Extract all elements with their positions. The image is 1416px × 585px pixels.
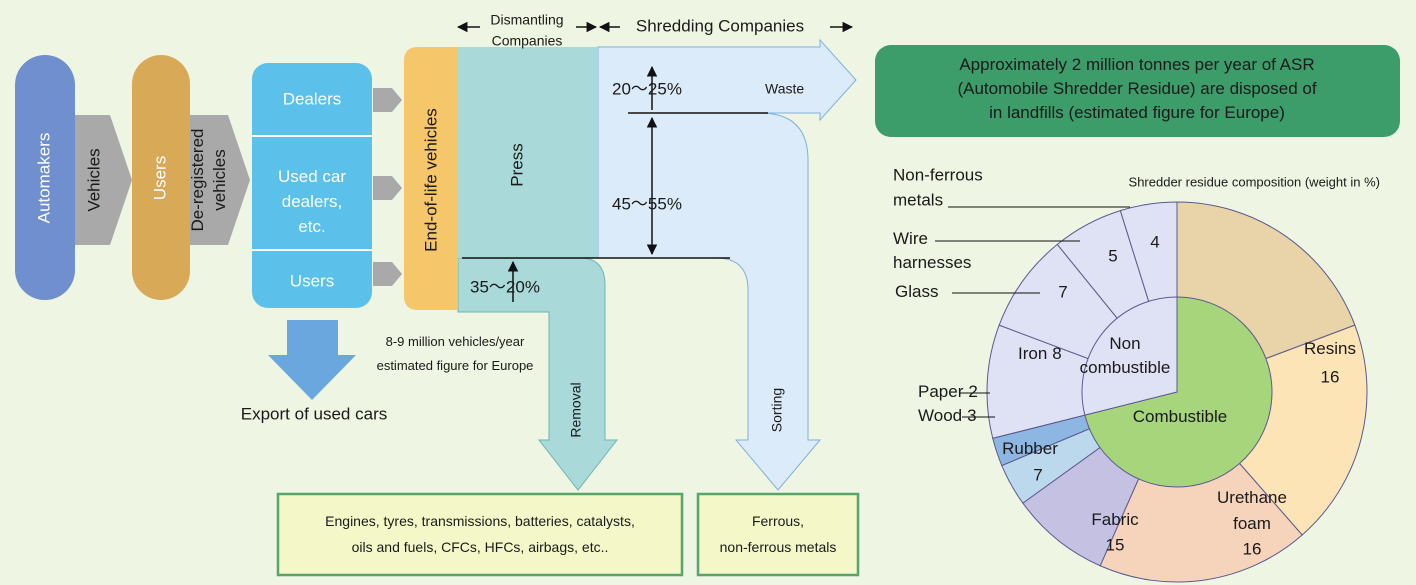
slice-name: Wood	[918, 406, 962, 425]
share-label: 45～55%	[612, 194, 682, 213]
shredding-flow	[597, 38, 857, 491]
node-label: Users	[150, 156, 169, 200]
output-label: Ferrous, non-ferrous metals	[720, 513, 837, 555]
end-of-life-box	[404, 47, 458, 310]
flow-arrow	[373, 262, 402, 286]
slice-name: Non-ferrous metals	[893, 166, 983, 210]
slice-name-line: Wire	[893, 229, 928, 248]
node-label: Automakers	[34, 133, 53, 224]
output-label-line: oils and fuels, CFCs, HFCs, airbags, etc…	[352, 539, 609, 555]
asr-note-box	[875, 45, 1400, 137]
flow-arrow	[373, 88, 402, 112]
slice-label: Wood 3	[918, 406, 977, 425]
slice-value: 5	[1108, 246, 1117, 265]
group-label-line: Non	[1109, 334, 1140, 353]
slice-value: 16	[1321, 367, 1340, 386]
asr-note: Approximately 2 million tonnes per year …	[957, 55, 1316, 122]
slice-name: Urethane foam	[1217, 488, 1287, 533]
group-label: Combustible	[1133, 407, 1228, 426]
slice-name-line: metals	[893, 191, 943, 210]
pie-group	[1084, 296, 1273, 488]
slice-name: Rubber	[1002, 439, 1058, 458]
node-label: Removal	[568, 382, 584, 437]
output-label-line: non-ferrous metals	[720, 539, 837, 555]
output-label: Engines, tyres, transmissions, batteries…	[325, 513, 635, 555]
pie-slice	[986, 324, 1179, 439]
slice-name: Fabric	[1091, 510, 1139, 529]
flow-arrow	[75, 115, 132, 245]
flow-arrow	[190, 115, 250, 245]
pie-slice	[1099, 391, 1303, 583]
slice-name: Paper	[918, 382, 964, 401]
sources-box	[252, 63, 372, 308]
node-label-line: De-registered	[188, 129, 207, 232]
slice-value: 16	[1243, 539, 1262, 558]
slice-label: Paper 2	[918, 382, 978, 401]
slice-value: 2	[968, 382, 977, 401]
slice-name: Wire harnesses	[893, 229, 971, 272]
node-label-line: vehicles	[210, 149, 229, 210]
group-label: Non combustible	[1080, 334, 1171, 377]
node-label-line: etc.	[298, 217, 325, 236]
slice-name-line: Resins	[1304, 339, 1356, 358]
removal-output-box	[276, 492, 684, 577]
slice-value: 4	[1150, 232, 1159, 251]
node-label-line: dealers,	[282, 192, 342, 211]
slice-name-line: foam	[1233, 514, 1271, 533]
pie-chart: Shredder residue composition (weight in …	[893, 166, 1380, 583]
output-label-line: Ferrous,	[752, 513, 804, 529]
node-label: De-registered vehicles	[188, 129, 229, 232]
group-label-line: Combustible	[1133, 407, 1228, 426]
chart-title: Shredder residue composition (weight in …	[1129, 174, 1380, 189]
slice-value: 8	[1052, 344, 1061, 363]
header-label-line: Dismantling	[490, 11, 563, 27]
slice-name-line: Glass	[895, 282, 938, 301]
users-node	[132, 55, 190, 300]
slice-name-line: Non-ferrous	[893, 166, 983, 185]
node-label: Used car dealers, etc.	[278, 167, 346, 236]
asr-note-line: (Automobile Shredder Residue) are dispos…	[957, 79, 1316, 98]
node-label-line: Used car	[278, 167, 346, 186]
slice-value: 7	[1033, 465, 1042, 484]
automakers-node	[15, 55, 75, 300]
asr-note-line: Approximately 2 million tonnes per year …	[959, 55, 1314, 74]
sorting-output-box	[696, 492, 860, 577]
node-label: Dealers	[283, 89, 342, 108]
export-arrow	[268, 320, 356, 400]
slice-name-line: Rubber	[1002, 439, 1058, 458]
flow-arrow	[373, 176, 402, 200]
node-label: End-of-life vehicles	[421, 108, 440, 252]
slice-label: Iron 8	[1018, 344, 1062, 363]
volume-note: 8-9 million vehicles/year estimated figur…	[377, 334, 534, 373]
asr-note-line: in landfills (estimated figure for Europ…	[989, 103, 1285, 122]
header-label: Dismantling Companies	[490, 11, 563, 48]
slice-name: Resins	[1304, 339, 1356, 358]
share-label: 35～20%	[470, 277, 540, 296]
header-label-line: Companies	[492, 32, 563, 48]
node-label: Waste	[765, 81, 804, 97]
node-label: Users	[290, 271, 334, 290]
node-label: Vehicles	[84, 148, 103, 211]
header-label: Shredding Companies	[636, 16, 804, 35]
slice-name: Glass	[895, 282, 938, 301]
slice-value: 15	[1106, 535, 1125, 554]
slice-name-line: Fabric	[1091, 510, 1139, 529]
slice-name-line: harnesses	[893, 253, 971, 272]
node-label: Sorting	[769, 388, 785, 432]
slice-value: 7	[1058, 282, 1067, 301]
group-label-line: combustible	[1080, 358, 1171, 377]
volume-note-line: 8-9 million vehicles/year	[386, 334, 525, 349]
pie-group	[1081, 296, 1178, 416]
slice-name-line: Urethane	[1217, 488, 1287, 507]
slice-name: Iron	[1018, 344, 1047, 363]
node-label: Export of used cars	[241, 404, 387, 423]
slice-value: 3	[967, 406, 976, 425]
share-label: 20～25%	[612, 79, 682, 98]
press-area	[458, 47, 598, 258]
volume-note-line: estimated figure for Europe	[377, 358, 534, 373]
node-label: Press	[507, 143, 526, 186]
output-label-line: Engines, tyres, transmissions, batteries…	[325, 513, 635, 529]
